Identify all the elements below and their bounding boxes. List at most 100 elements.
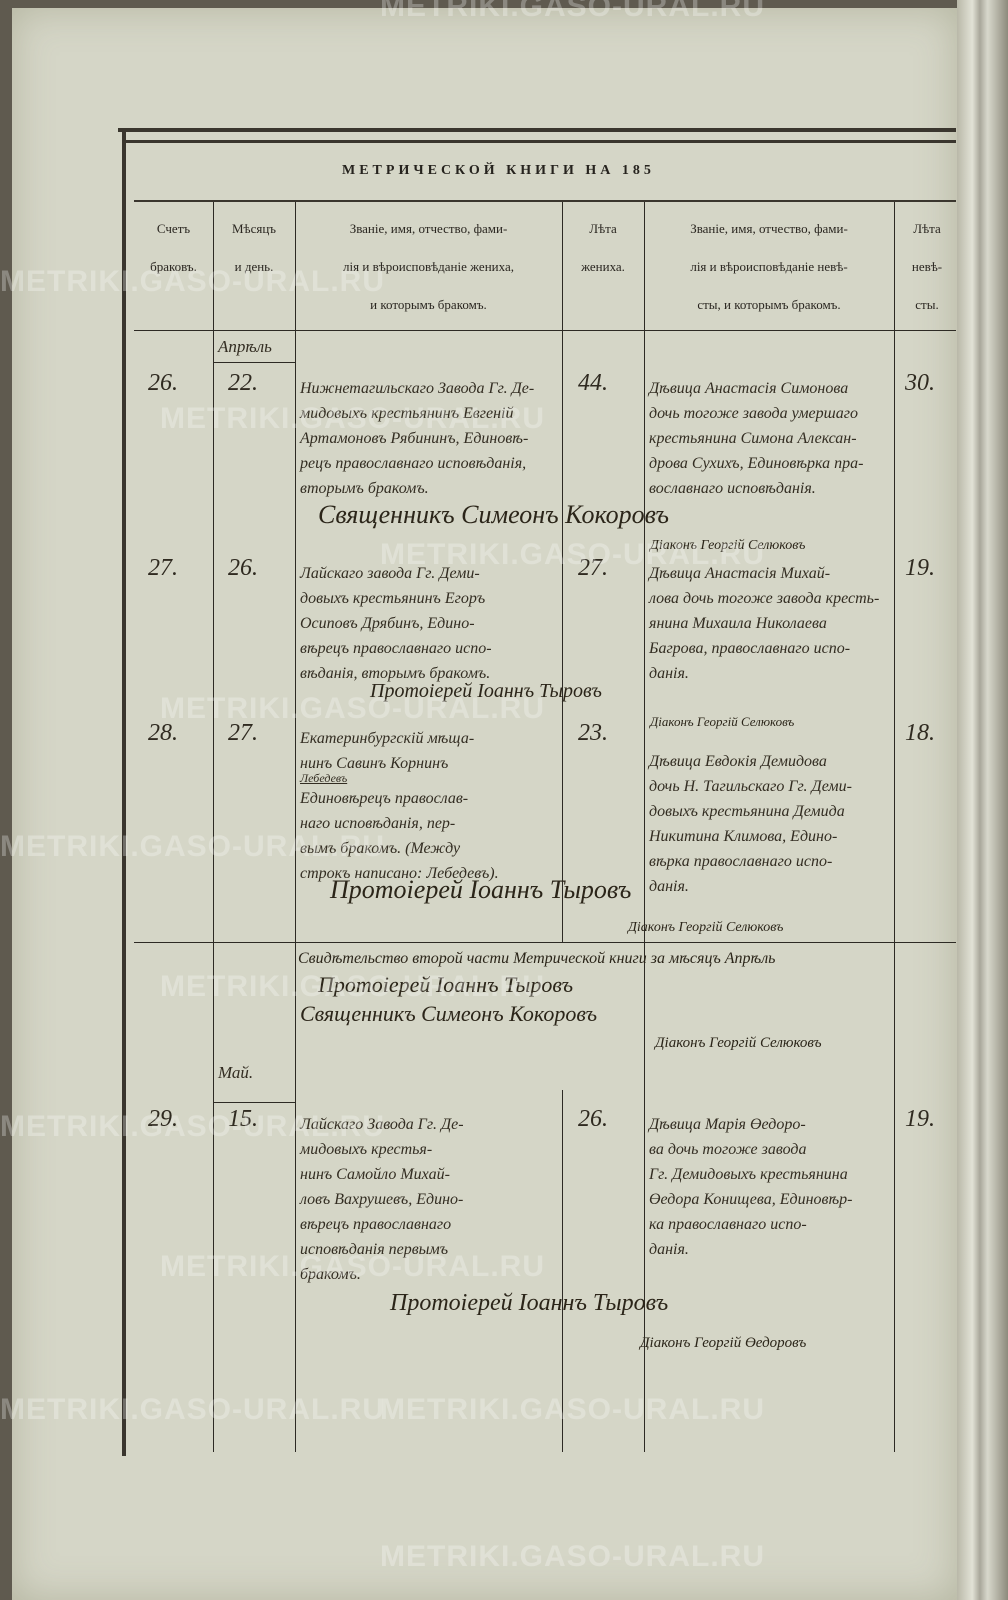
top-rule bbox=[118, 128, 956, 132]
marriage-number: 27. bbox=[148, 555, 178, 581]
bride-line: довыхъ крестьянина Демида bbox=[649, 803, 845, 820]
groom-description: Лайскаго Завода Гг. Де-мидовыхъ крестья-… bbox=[300, 1112, 464, 1287]
groom-line: Единовѣрецъ православ- bbox=[300, 790, 469, 807]
watermark: METRIKI.GASO-URAL.RU bbox=[380, 1540, 765, 1573]
document-page bbox=[12, 8, 957, 1600]
groom-line: нинъ Савинъ Корнинъ bbox=[300, 755, 449, 772]
bride-line: дрова Сухихъ, Единовѣрка пра- bbox=[649, 455, 864, 472]
bride-line: ва дочь тогоже завода bbox=[649, 1141, 807, 1158]
col-divider bbox=[295, 202, 296, 1452]
top-rule-inner bbox=[125, 140, 956, 143]
col-divider bbox=[562, 1090, 563, 1452]
priest-signature: Священникъ Симеонъ Кокоровъ bbox=[300, 1001, 598, 1026]
header-line: сты. bbox=[915, 297, 939, 312]
header-line: Мѣсяцъ bbox=[231, 221, 277, 236]
header-line: лія и вѣроисповѣданіе жениха, bbox=[343, 259, 514, 274]
archpriest-signature: Протоіерей Іоаннъ Тыровъ bbox=[390, 1290, 669, 1316]
priest-signature: Священникъ Симеонъ Кокоровъ bbox=[318, 500, 670, 529]
month-label: Апрѣль bbox=[218, 337, 272, 356]
watermark: METRIKI.GASO-URAL.RU bbox=[0, 1393, 385, 1426]
col-header-groom-age: Лѣта жениха. bbox=[562, 210, 644, 286]
month-rule bbox=[213, 362, 295, 363]
groom-description: Екатеринбургскій мѣща-нинъ Савинъ Корнин… bbox=[300, 726, 499, 886]
month-rule bbox=[213, 1102, 295, 1103]
bride-line: ка православнаго испо- bbox=[649, 1216, 807, 1233]
groom-line: вѣданія, вторымъ бракомъ. bbox=[300, 665, 491, 682]
month-label: Май. bbox=[218, 1063, 254, 1082]
bride-line: Дѣвица Анастасія Михай- bbox=[649, 565, 831, 582]
groom-line: нинъ Самойло Михай- bbox=[300, 1166, 450, 1183]
groom-line: мидовыхъ крестьянинъ Евгеній bbox=[300, 405, 514, 422]
left-border bbox=[122, 128, 126, 1456]
bride-line: дочь Н. Тагильскаго Гг. Деми- bbox=[649, 778, 852, 795]
groom-line: Лайскаго завода Гг. Деми- bbox=[300, 565, 480, 582]
bride-description: Дѣвица Анастасія Симонова дочь тогоже зав… bbox=[649, 376, 863, 501]
groom-line: Лайскаго Завода Гг. Де- bbox=[300, 1116, 464, 1133]
groom-line: бракомъ. bbox=[300, 1266, 361, 1283]
groom-age: 26. bbox=[578, 1106, 608, 1132]
header-line: Лѣта bbox=[589, 221, 617, 236]
archpriest-signature: Протоіерей Іоаннъ Тыровъ bbox=[318, 972, 574, 997]
watermark: METRIKI.GASO-URAL.RU bbox=[0, 830, 385, 863]
groom-line: Екатеринбургскій мѣща- bbox=[300, 730, 475, 747]
header-line: жениха. bbox=[581, 259, 625, 274]
bride-line: Дѣвица Марія Өедоро- bbox=[649, 1116, 806, 1133]
col-header-groom: Званіе, имя, отчество, фами-лія и вѣроис… bbox=[295, 210, 562, 324]
deacon-signature: Діаконъ Георгій Өедоровъ bbox=[640, 1335, 807, 1351]
watermark: METRIKI.GASO-URAL.RU bbox=[380, 0, 765, 23]
header-line: Званіе, имя, отчество, фами- bbox=[349, 221, 508, 236]
watermark: METRIKI.GASO-URAL.RU bbox=[0, 1110, 385, 1143]
header-line: сты, и которымъ бракомъ. bbox=[697, 297, 841, 312]
groom-description: Лайскаго завода Гг. Деми-довыхъ крестьян… bbox=[300, 561, 492, 686]
archpriest-signature: Протоіерей Іоаннъ Тыровъ bbox=[370, 680, 602, 702]
groom-age: 23. bbox=[578, 720, 608, 746]
bride-line: вѣрка православнаго испо- bbox=[649, 853, 833, 870]
bride-line: лова дочь тогоже завода кресть- bbox=[649, 590, 880, 607]
bride-line: Никитина Климова, Едино- bbox=[649, 828, 838, 845]
bride-line: вославнаго исповѣданія. bbox=[649, 480, 816, 497]
bride-age: 19. bbox=[905, 555, 935, 581]
header-line: и день. bbox=[234, 259, 274, 274]
book-title: МЕТРИЧЕСКОЙ КНИГИ НА 185 bbox=[342, 163, 655, 178]
bride-line: данія. bbox=[649, 878, 689, 895]
col-divider bbox=[213, 202, 214, 1452]
watermark: METRIKI.GASO-URAL.RU bbox=[160, 692, 545, 725]
bride-line: Өедора Конищева, Единовѣр- bbox=[649, 1191, 853, 1208]
marriage-number: 26. bbox=[148, 370, 178, 396]
deacon-signature: Діаконъ Георгій Селюковъ bbox=[650, 538, 806, 553]
groom-line: вторымъ бракомъ. bbox=[300, 480, 429, 497]
bride-line: крестьянина Симона Алексан- bbox=[649, 430, 857, 447]
groom-age: 27. bbox=[578, 555, 608, 581]
groom-line: Артамоновъ Рябининъ, Единовѣ- bbox=[300, 430, 529, 447]
groom-age: 44. bbox=[578, 370, 608, 396]
watermark: METRIKI.GASO-URAL.RU bbox=[380, 1393, 765, 1426]
interlinear-note: Лебедевъ bbox=[300, 771, 348, 785]
marriage-number: 29. bbox=[148, 1106, 178, 1132]
marriage-number: 28. bbox=[148, 720, 178, 746]
page-edge bbox=[957, 0, 1008, 1600]
header-line: Счетъ bbox=[156, 221, 191, 236]
section-rule bbox=[134, 942, 956, 943]
col-divider bbox=[562, 202, 563, 942]
header-line: лія и вѣроисповѣданіе невѣ- bbox=[690, 259, 848, 274]
marriage-day: 22. bbox=[228, 370, 258, 396]
watermark: METRIKI.GASO-URAL.RU bbox=[160, 970, 545, 1003]
watermark: METRIKI.GASO-URAL.RU bbox=[0, 265, 385, 298]
header-line: невѣ- bbox=[911, 259, 943, 274]
header-line: Лѣта bbox=[913, 221, 941, 236]
header-line: браковъ. bbox=[150, 259, 197, 274]
bride-age: 19. bbox=[905, 1106, 935, 1132]
bride-description: Дѣвица Евдокія Демидова дочь Н. Тагильска… bbox=[649, 749, 852, 899]
header-bottom-rule bbox=[134, 330, 956, 331]
bride-line: янина Михаила Николаева bbox=[649, 615, 827, 632]
groom-line: вѣрецъ православнаго bbox=[300, 1216, 452, 1233]
col-header-bride: Званіе, имя, отчество, фами-лія и вѣроис… bbox=[644, 210, 894, 324]
marriage-day: 15. bbox=[228, 1106, 258, 1132]
marriage-day: 27. bbox=[228, 720, 258, 746]
bride-line: данія. bbox=[649, 665, 689, 682]
groom-line: Осиповъ Дрябинъ, Едино- bbox=[300, 615, 475, 632]
deacon-signature: Діаконъ Георгій Селюковъ bbox=[628, 920, 784, 935]
marriage-day: 26. bbox=[228, 555, 258, 581]
bride-age: 18. bbox=[905, 720, 935, 746]
groom-line: Нижнетагильскаго Завода Гг. Де- bbox=[300, 380, 535, 397]
